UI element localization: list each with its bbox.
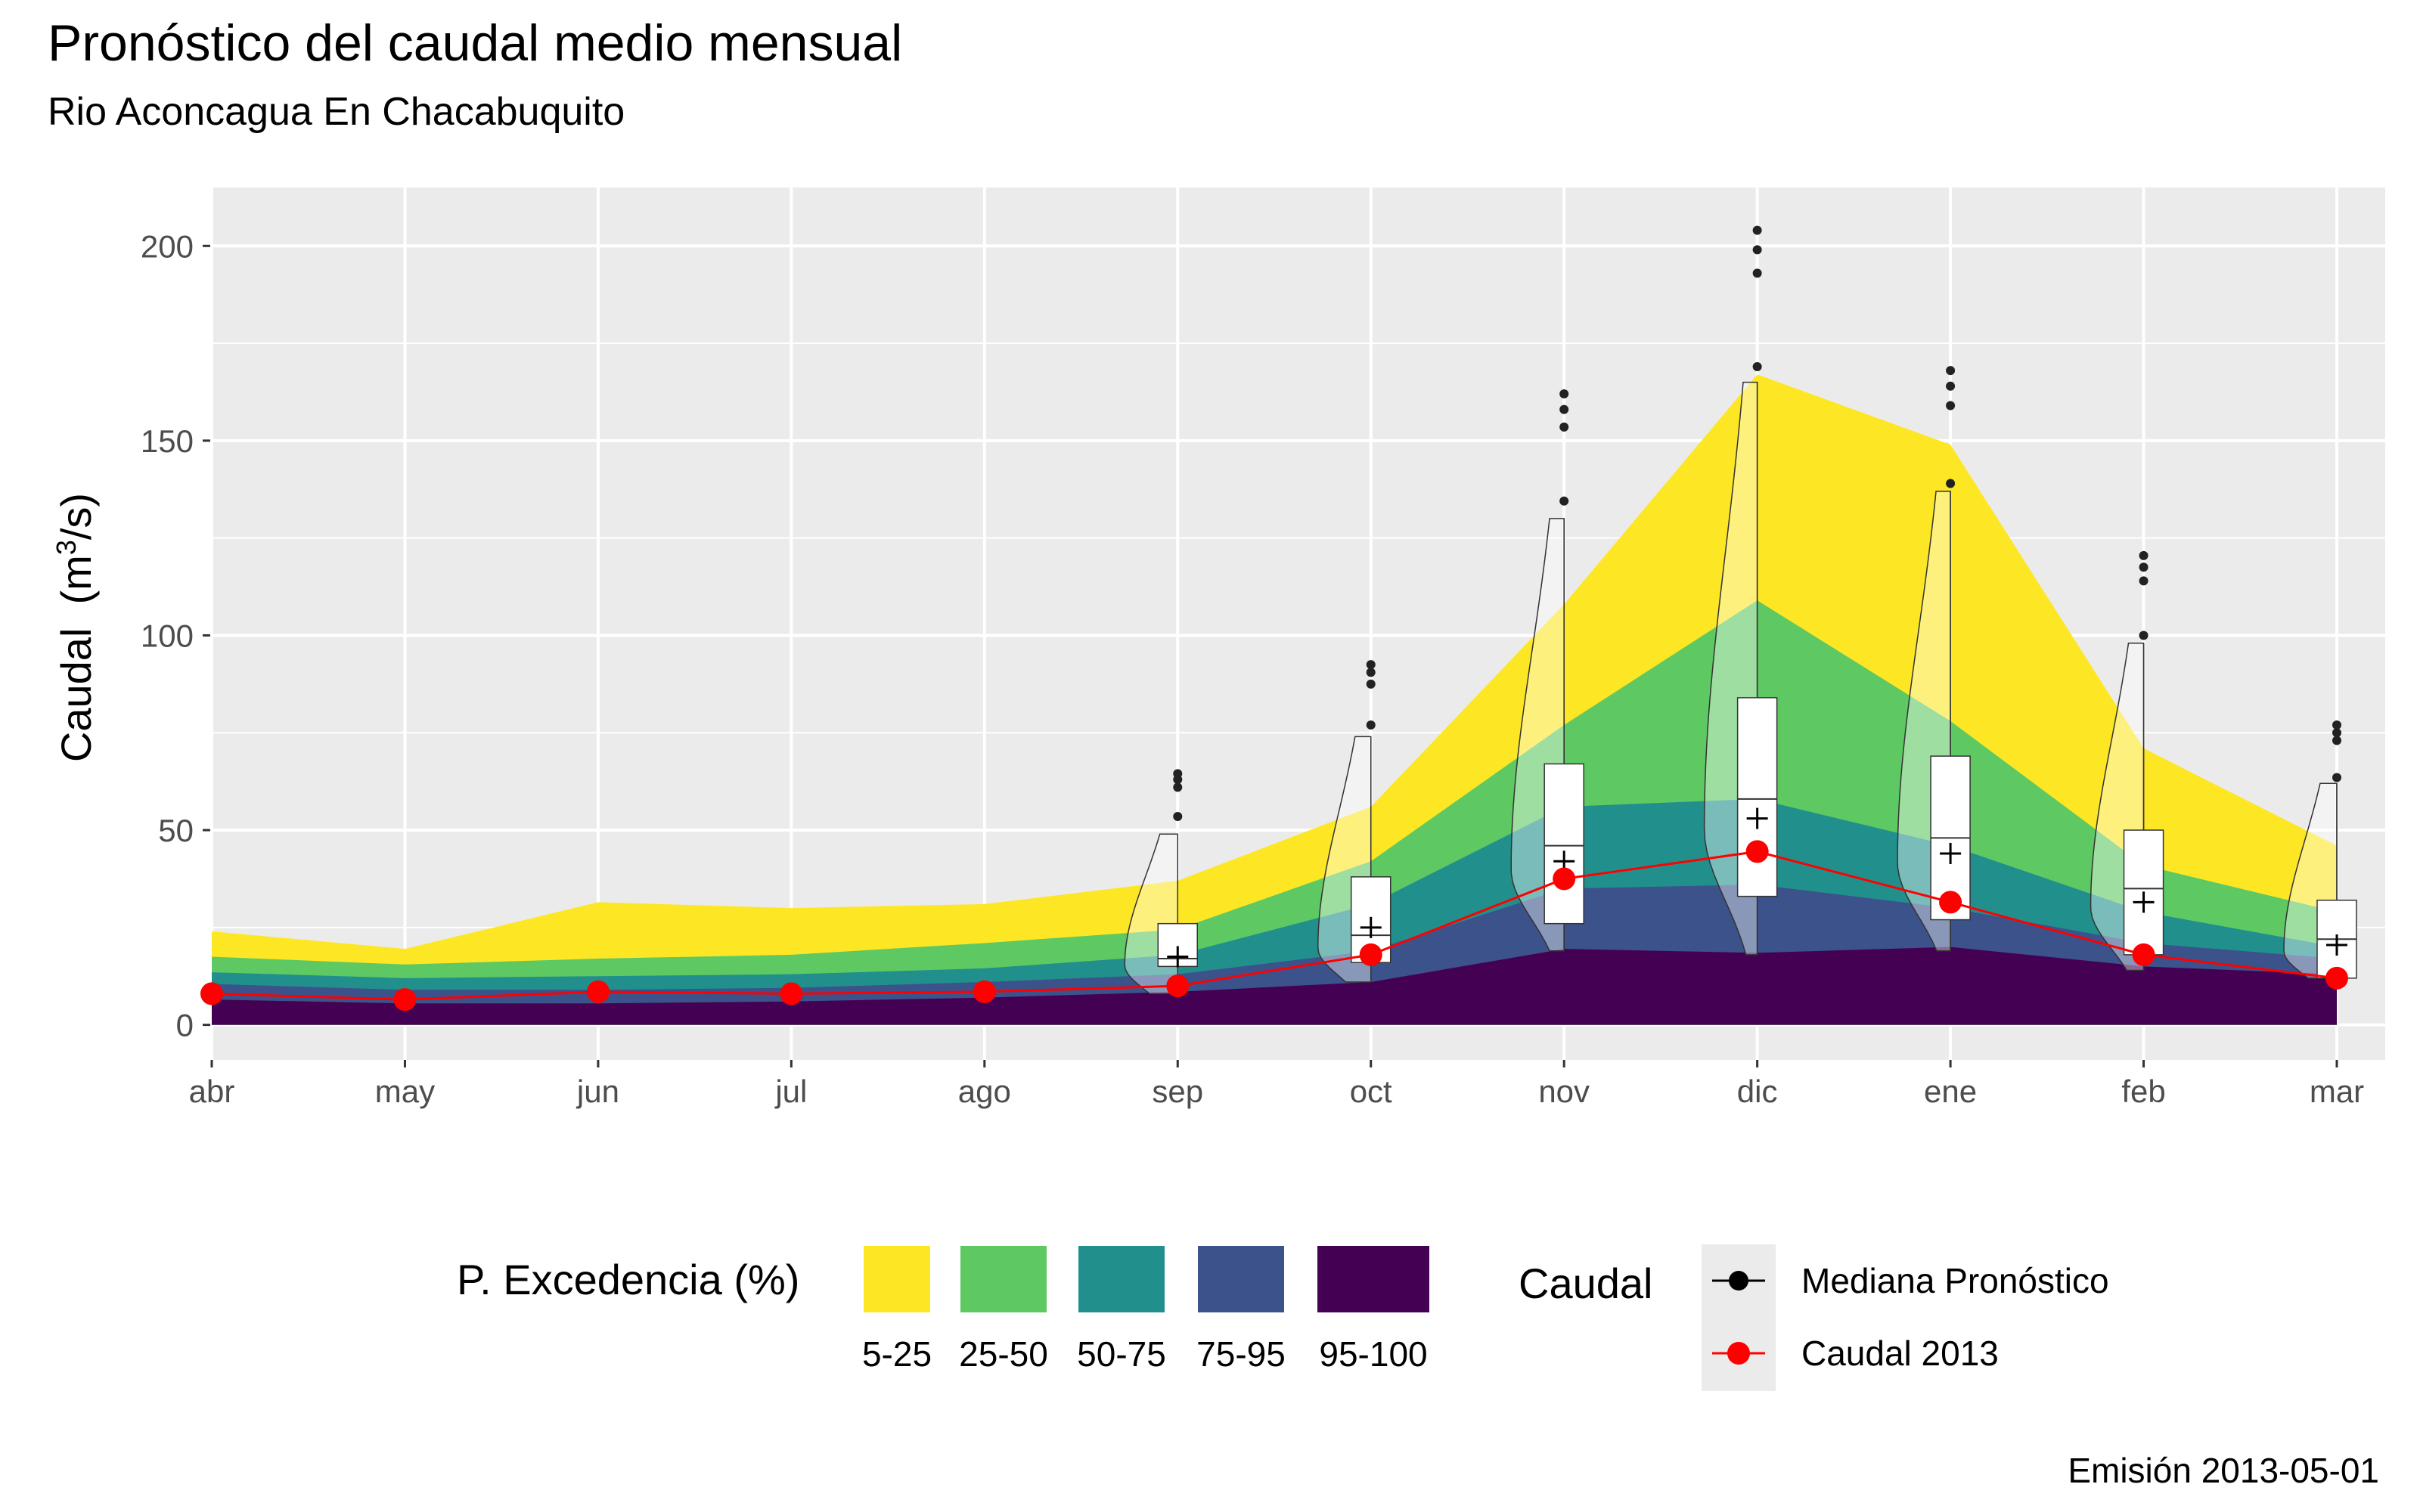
outlier-point-dic [1752,268,1762,278]
point-caudal-2013-dic [1745,840,1769,863]
legend-label-median: Mediana Pronóstico [1801,1261,2109,1300]
outlier-point-oct [1366,720,1376,730]
legend-caudal-title: Caudal [1519,1259,1653,1307]
y-tick-label: 200 [141,228,194,264]
caption-emission-date: Emisión 2013-05-01 [2068,1451,2379,1490]
outlier-point-nov [1559,389,1569,399]
legend-label-50-75: 50-75 [1077,1334,1166,1374]
outlier-point-feb [2139,631,2149,640]
legend-key-observed-point [1727,1342,1750,1365]
point-caudal-2013-feb [2132,943,2155,966]
box-nov [1544,763,1584,925]
legend-key-median-point [1729,1271,1748,1290]
legend-caudal-key-marks [1712,1271,1765,1365]
outlier-point-sep [1173,812,1183,822]
legend-swatch-95-100 [1316,1244,1431,1314]
outlier-point-sep [1173,769,1183,779]
y-tick-label: 100 [141,618,194,653]
outlier-point-mar [2332,736,2341,745]
outlier-point-dic [1752,361,1762,371]
legend-swatch-25-50 [959,1244,1048,1314]
point-caudal-2013-abr [200,982,223,1005]
outlier-point-mar [2332,728,2341,738]
x-tick-label: oct [1350,1074,1392,1109]
y-tick-label: 150 [141,423,194,459]
outlier-point-ene [1946,479,1956,488]
legend-swatch-5-25 [862,1244,932,1314]
x-tick-label: nov [1538,1074,1590,1109]
outlier-point-dic [1752,245,1762,255]
legend-label-75-95: 75-95 [1196,1334,1286,1374]
legend-swatch-75-95 [1196,1244,1286,1314]
legend-label-5-25: 5-25 [861,1334,932,1374]
point-caudal-2013-oct [1359,943,1382,966]
outlier-point-ene [1946,401,1956,411]
band-area-95-100 [212,947,2337,1025]
x-tick-label: ago [958,1074,1011,1109]
x-tick-label: ene [1924,1074,1977,1109]
outlier-point-feb [2139,550,2149,560]
outlier-point-mar [2332,773,2341,782]
legend-caudal-keys [1702,1244,1776,1391]
point-caudal-2013-ago [973,980,996,1003]
x-tick-label: feb [2121,1074,2165,1109]
outlier-point-oct [1366,660,1376,670]
y-tick-label: 0 [176,1008,194,1043]
x-tick-label: abr [189,1074,235,1109]
chart-title: Pronóstico del caudal medio mensual [48,14,903,72]
x-tick-label: sep [1152,1074,1203,1109]
point-caudal-2013-may [393,988,417,1012]
legend-label-95-100: 95-100 [1319,1334,1428,1374]
x-tick-label: jun [576,1074,619,1109]
line-caudal-2013 [211,850,2338,1001]
outlier-point-oct [1366,668,1376,677]
legend-label-observed: Caudal 2013 [1801,1334,1999,1373]
outlier-point-ene [1946,381,1956,391]
chart-subtitle: Rio Aconcagua En Chacabuquito [48,90,625,134]
point-caudal-2013-ene [1939,891,1962,914]
outlier-point-nov [1559,496,1569,506]
outlier-point-nov [1559,422,1569,432]
box-dic [1736,697,1778,897]
point-caudal-2013-mar [2325,966,2348,990]
outlier-point-oct [1366,679,1376,689]
outlier-point-feb [2139,562,2149,572]
outlier-point-nov [1559,404,1569,414]
outlier-point-feb [2139,576,2149,586]
x-tick-label: may [375,1074,435,1109]
legend-exceedance-title: P. Excedencia (%) [457,1256,800,1303]
y-tick-label: 50 [158,813,194,848]
x-tick-label: mar [2310,1074,2364,1109]
outlier-point-ene [1946,366,1956,376]
point-caudal-2013-jun [586,980,610,1003]
outlier-point-mar [2332,720,2341,730]
x-tick-label: jul [774,1074,807,1109]
x-tick-label: dic [1737,1074,1778,1109]
point-caudal-2013-sep [1166,974,1190,998]
outlier-point-sep [1173,782,1183,792]
legend-swatch-50-75 [1077,1244,1166,1314]
outlier-point-dic [1752,225,1762,235]
point-caudal-2013-nov [1553,867,1576,891]
point-caudal-2013-jul [780,982,803,1005]
legend-label-25-50: 25-50 [959,1334,1048,1374]
